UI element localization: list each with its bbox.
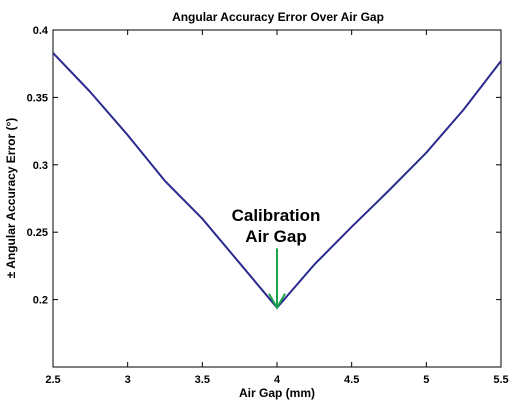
y-tick-label: 0.35 <box>27 92 48 104</box>
annotation-arrow-head <box>268 293 286 310</box>
x-axis-label: Air Gap (mm) <box>239 386 315 400</box>
x-tick-label: 3.5 <box>195 374 210 386</box>
y-tick-label: 0.25 <box>27 227 48 239</box>
y-tick-label: 0.4 <box>33 25 49 37</box>
annotation: Calibration Air Gap <box>232 206 321 310</box>
x-axis: 2.5 3 3.5 4 4.5 5 5.5 <box>45 30 509 386</box>
x-tick-label: 2.5 <box>45 374 60 386</box>
x-tick-label: 4 <box>274 374 281 386</box>
y-axis-label: ± Angular Accuracy Error (°) <box>4 118 18 279</box>
y-axis: 0.2 0.25 0.3 0.35 0.4 <box>27 25 501 307</box>
plot-frame <box>52 29 502 368</box>
x-tick-label: 5.5 <box>493 374 508 386</box>
x-tick-label: 3 <box>125 374 131 386</box>
chart-title: Angular Accuracy Error Over Air Gap <box>172 10 384 24</box>
annotation-line-1: Calibration <box>232 206 321 225</box>
y-tick-label: 0.2 <box>33 295 48 307</box>
x-tick-label: 4.5 <box>344 374 359 386</box>
x-tick-label: 5 <box>423 374 429 386</box>
y-tick-label: 0.3 <box>33 160 48 172</box>
annotation-line-2: Air Gap <box>245 227 306 246</box>
